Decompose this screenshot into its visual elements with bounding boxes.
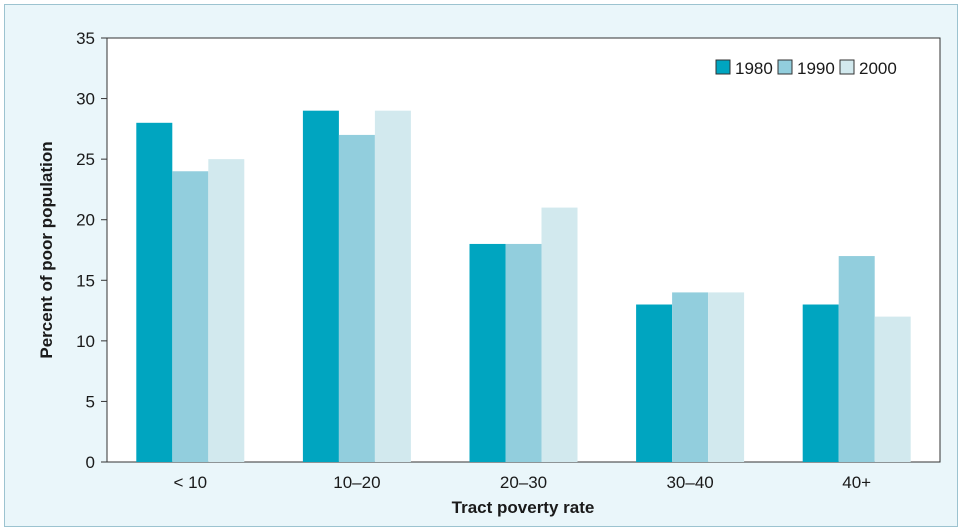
bars-layer — [136, 110, 911, 463]
legend-label: 1990 — [797, 59, 835, 78]
bar-2000 — [708, 292, 745, 462]
y-axis-label: Percent of poor population — [37, 141, 56, 358]
bar-2000 — [208, 159, 245, 462]
bar-1990 — [838, 256, 875, 462]
legend-label: 1980 — [735, 59, 773, 78]
y-axis: 0 5 10 15 20 25 30 35 — [76, 29, 107, 472]
x-tick-label: 30–40 — [666, 473, 713, 492]
bar-1990 — [338, 134, 375, 462]
y-tick-label: 30 — [76, 90, 95, 109]
legend-swatch — [715, 59, 731, 75]
legend-swatch — [839, 59, 855, 75]
legend-label: 2000 — [859, 59, 897, 78]
bar-2000 — [541, 207, 578, 462]
y-tick-label: 10 — [76, 332, 95, 351]
bar-1980 — [302, 110, 339, 462]
bar-1990 — [172, 171, 209, 462]
y-tick-label: 20 — [76, 211, 95, 230]
x-axis-label: Tract poverty rate — [452, 498, 595, 517]
x-tick-label: 40+ — [842, 473, 871, 492]
legend-swatch — [777, 59, 793, 75]
x-tick-label: < 10 — [174, 473, 208, 492]
bar-1980 — [636, 304, 673, 462]
bar-1990 — [505, 243, 542, 462]
x-tick-label: 20–30 — [500, 473, 547, 492]
legend: 1980 1990 2000 — [715, 59, 897, 78]
bar-1990 — [672, 292, 709, 462]
bar-1980 — [469, 243, 506, 462]
x-tick-label: 10–20 — [333, 473, 380, 492]
x-axis: < 10 10–20 20–30 30–40 40+ — [174, 473, 872, 492]
bar-2000 — [374, 110, 411, 462]
bar-2000 — [874, 316, 911, 462]
y-tick-label: 0 — [86, 453, 95, 472]
y-tick-label: 5 — [86, 392, 95, 411]
bar-1980 — [802, 304, 839, 462]
bar-1980 — [136, 122, 173, 463]
y-tick-label: 25 — [76, 150, 95, 169]
y-tick-label: 35 — [76, 29, 95, 48]
y-tick-label: 15 — [76, 271, 95, 290]
